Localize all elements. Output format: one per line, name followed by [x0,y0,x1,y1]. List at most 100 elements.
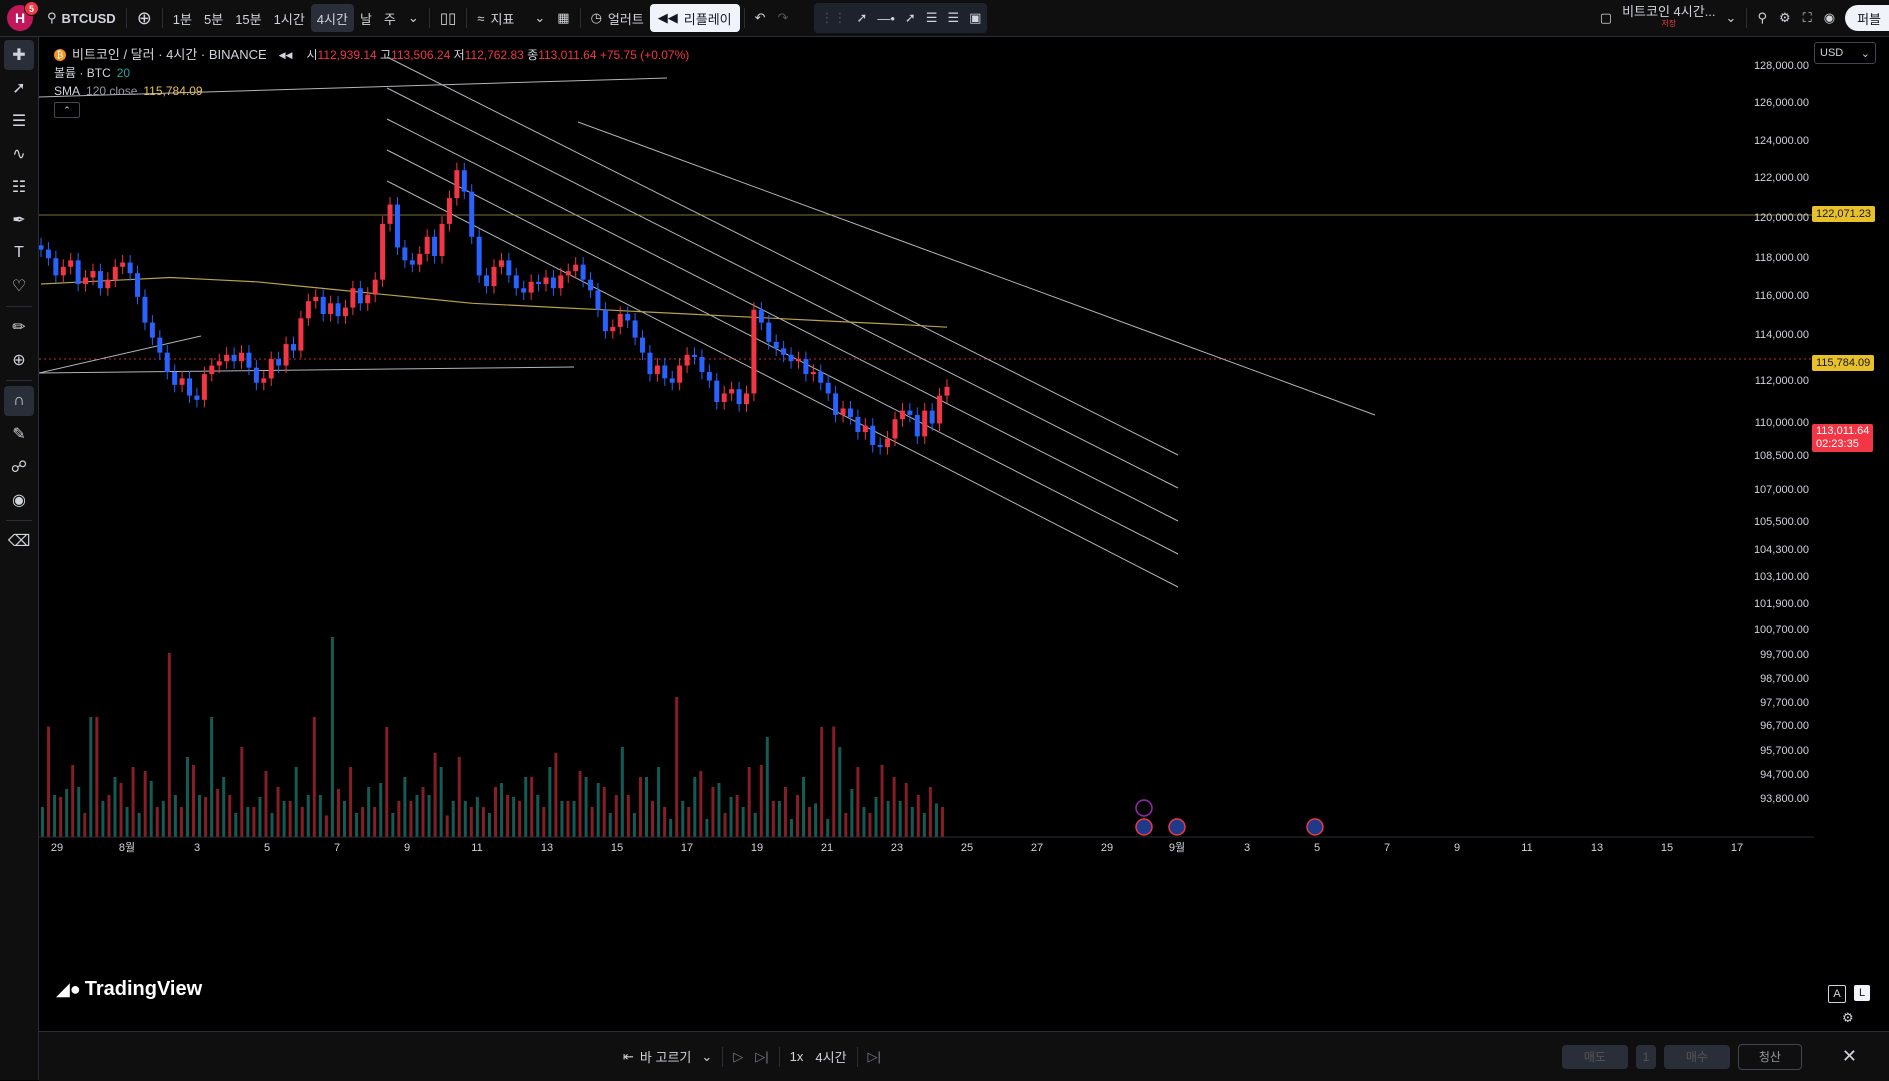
legend-title[interactable]: 비트코인 / 달러 · 4시간 · BINANCE [72,47,267,62]
interval-1m[interactable]: 1분 [172,11,192,27]
candle-body[interactable] [83,277,89,284]
candle-body[interactable] [127,262,133,274]
candle-body[interactable] [239,352,245,362]
candle-body[interactable] [528,281,534,293]
candle-body[interactable] [662,365,668,379]
publish-button[interactable]: 퍼블 [1845,5,1889,31]
candle-body[interactable] [595,290,601,310]
candle-body[interactable] [290,344,296,351]
snapshot-button[interactable]: ◉ [1818,4,1841,32]
candle-body[interactable] [253,367,259,383]
candle-body[interactable] [68,260,74,267]
sell-button[interactable]: 매도 [1561,1044,1628,1069]
candle-body[interactable] [75,260,81,284]
candle-body[interactable] [766,322,772,342]
lock-icon[interactable]: ☍ [10,459,28,476]
candle-body[interactable] [684,354,690,366]
event-lightning-icon[interactable] [1135,799,1153,817]
undo-button[interactable]: ↶ [749,4,772,32]
event-flag-us-icon[interactable] [1168,818,1186,836]
candle-body[interactable] [937,395,943,424]
candle-body[interactable] [580,264,586,280]
pattern-tool-icon[interactable]: ∿ [12,146,26,163]
interval-4h[interactable]: 4시간 [310,4,354,32]
extended-line-icon[interactable]: ➚ [904,10,916,25]
replay-button[interactable]: ◀◀ 리플레이 [649,4,740,32]
candle-body[interactable] [885,438,891,448]
channel-line-2[interactable] [386,87,1179,489]
candle-body[interactable] [632,320,638,338]
log-scale-button[interactable]: L [1854,985,1870,1001]
candle-body[interactable] [446,198,452,224]
step-forward-button[interactable]: ▷| [749,1043,774,1071]
time-axis-settings-button[interactable]: ⚙ [1842,1010,1854,1026]
candle-body[interactable] [350,288,356,308]
jump-to-realtime-button[interactable]: ▷| [862,1043,887,1071]
candle-body[interactable] [602,309,608,332]
fib-retracement-icon[interactable]: ☰ [11,113,27,130]
candle-body[interactable] [53,258,59,276]
candle-body[interactable] [855,417,861,433]
zoom-in-icon[interactable]: ⊕ [12,352,26,369]
candle-body[interactable] [157,337,163,353]
candle-body[interactable] [818,371,824,383]
parallel-channel-icon[interactable]: ☰ [925,10,938,25]
candle-body[interactable] [387,204,393,224]
candle-body[interactable] [640,337,646,353]
interval-15m[interactable]: 15분 [235,11,262,27]
magnet-icon[interactable]: ∩ [4,386,34,416]
candle-body[interactable] [840,408,846,415]
candle-body[interactable] [825,382,831,394]
indicators-button[interactable]: ≈ 지표 ⌄ [477,10,546,27]
upper-trendline[interactable] [39,77,668,98]
crosshair-icon[interactable]: ✚ [4,40,34,70]
auto-scale-button[interactable]: A [1828,985,1846,1003]
candle-body[interactable] [721,393,727,403]
candle-body[interactable] [187,378,193,396]
settings-button[interactable]: ⚙ [1773,4,1797,32]
candle-body[interactable] [929,410,935,424]
candle-body[interactable] [201,374,207,400]
candle-body[interactable] [810,371,816,375]
candle-body[interactable] [432,236,438,257]
candle-body[interactable] [944,386,950,396]
add-symbol-button[interactable]: ⊕ [131,4,158,32]
interval-1d[interactable]: 날 [359,11,372,27]
candle-body[interactable] [833,393,839,415]
interval-1w[interactable]: 주 [383,11,396,27]
candle-body[interactable] [758,309,764,323]
candle-body[interactable] [521,288,527,293]
candle-body[interactable] [90,271,96,278]
candle-body[interactable] [907,410,913,415]
candle-body[interactable] [788,354,794,362]
collapse-legend-button[interactable]: ⌃ [54,102,80,118]
event-flag-us-icon[interactable] [1135,818,1153,836]
candle-body[interactable] [194,395,200,400]
candle-body[interactable] [268,359,274,379]
candle-body[interactable] [342,307,348,317]
candle-body[interactable] [484,275,490,287]
candle-body[interactable] [120,262,126,267]
eye-icon[interactable]: ◉ [12,492,26,509]
symbol-search[interactable]: ⚲ BTCUSD [41,4,122,32]
candle-body[interactable] [313,296,319,302]
candle-body[interactable] [795,359,801,362]
trash-icon[interactable]: ⌫ [7,533,31,550]
candle-body[interactable] [246,352,252,368]
candle-body[interactable] [476,236,482,276]
candle-body[interactable] [394,204,400,248]
candle-body[interactable] [558,275,564,289]
candle-body[interactable] [469,191,475,237]
candle-body[interactable] [714,380,720,403]
candle-body[interactable] [803,359,809,375]
candle-body[interactable] [45,249,51,259]
candle-body[interactable] [706,371,712,381]
candle-body[interactable] [565,271,571,276]
candle-body[interactable] [610,326,616,332]
candle-body[interactable] [498,260,504,267]
candle-body[interactable] [536,281,542,284]
play-button[interactable]: ▷ [727,1043,749,1071]
candle-body[interactable] [231,354,237,362]
channel-line-6[interactable] [577,121,1376,416]
candle-body[interactable] [922,410,928,437]
